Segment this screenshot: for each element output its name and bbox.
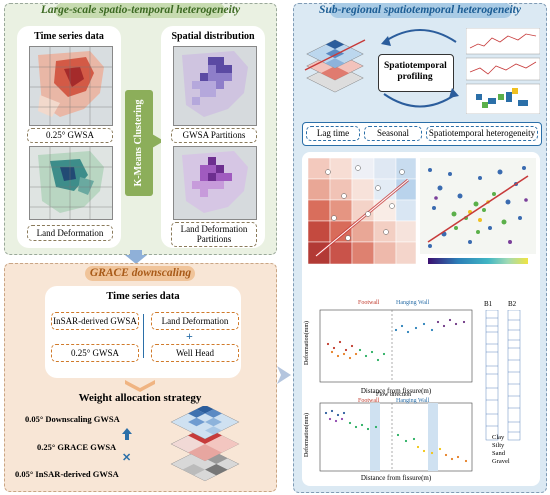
spatial-heading: Spatial distribution: [171, 31, 255, 42]
chevron-down-icon: [125, 380, 155, 392]
legend-gravel: Gravel: [492, 458, 510, 465]
sub-regional-panel: Sub-regional spatiotemporal heterogeneit…: [293, 3, 547, 493]
land-partitions-box: Land Deformation Partitions: [171, 222, 257, 247]
chart2-footwall: Footwall: [358, 398, 380, 404]
panel2-title: GRACE downscaling: [89, 267, 192, 279]
borehole-b1-label: B1: [484, 300, 493, 308]
layer-grace-label: 0.25° GRACE GWSA: [37, 442, 117, 452]
multiply-icon: ✕: [122, 452, 132, 464]
tag-seasonal: Seasonal: [364, 126, 422, 141]
deformation-profile-chart-2: [319, 402, 473, 472]
time-series-heading: Time series data: [34, 31, 104, 42]
gwsa-partitions-box: GWSA Partitions: [171, 128, 257, 143]
soil-legend: Clay Silty Sand Gravel: [482, 434, 534, 466]
profiling-box: [378, 54, 454, 92]
gwsa-map: [29, 46, 113, 126]
plus-icon: +: [186, 329, 193, 343]
profiling-label: Spatiotemporal profiling: [384, 61, 447, 82]
divider-bracket: [143, 314, 148, 358]
land-label-box: Land Deformation: [27, 225, 113, 241]
large-scale-panel: Large-scale spatio-temporal heterogeneit…: [4, 3, 277, 255]
weight-allocation-title: Weight allocation strategy: [78, 392, 202, 404]
tag-spatiotemporal-heterogeneity: Spatiotemporal heterogeneity: [426, 126, 538, 141]
chart1-xlabel: Distance from fissure(m): [360, 387, 432, 395]
panel1-title-pill: [55, 3, 225, 18]
arrow-right-icon: [277, 366, 291, 384]
tag-lag-time: Lag time: [306, 126, 360, 141]
layer-insar-label: 0.05° InSAR-derived GWSA: [15, 469, 119, 479]
chart1-ylabel: Deformation(mm): [304, 321, 310, 365]
cube-stack-graphic: [304, 39, 366, 93]
gwsa-box: 0.25° GWSA: [51, 344, 139, 362]
layer-downscaling-label: 0.05° Downscaling GWSA: [25, 414, 120, 424]
deformation-profile-chart-1: [319, 309, 473, 383]
arrow-down-icon: [125, 250, 147, 264]
layer-stack-graphic: [170, 406, 240, 482]
kmeans-bar: [125, 90, 153, 196]
downscaling-heading: Time series data: [106, 291, 180, 302]
chart2-xlabel: Distance from fissure(m): [360, 474, 432, 482]
chart1-hanging: Hanging Wall: [396, 300, 430, 306]
panel1-title: Large-scale spatio-temporal heterogeneit…: [40, 4, 241, 16]
gwsa-partition-map: [173, 46, 257, 126]
insar-gwsa-box: InSAR-derived GWSA: [51, 312, 139, 330]
grace-downscaling-panel: GRACE downscaling Time series data InSAR…: [4, 263, 277, 492]
panel3-title: Sub-regional spatiotemporal heterogeneit…: [319, 4, 521, 16]
legend-sand: Sand: [492, 450, 505, 457]
well-head-box: Well Head: [151, 344, 239, 362]
chart2-flow-direction: Flow direction: [376, 392, 412, 398]
kmeans-label: K-Means Clustering: [133, 99, 144, 187]
chart2-hanging: Hanging Wall: [396, 398, 430, 404]
grace-grid-map: [308, 158, 416, 264]
chart1-footwall: Footwall: [358, 300, 380, 306]
cycle-arrow-icon: [381, 29, 459, 108]
legend-silty: Silty: [492, 442, 505, 449]
borehole-b2-label: B2: [508, 300, 517, 308]
land-deformation-map: [29, 146, 113, 220]
insar-deformation-map: [420, 158, 536, 264]
arrow-right-icon: [152, 134, 164, 148]
gwsa-label-box: 0.25° GWSA: [27, 128, 113, 143]
arrow-up-icon: [122, 428, 132, 440]
chart2-ylabel: Deformation(mm): [304, 413, 310, 457]
mini-charts-graphic: [466, 28, 540, 114]
borehole-columns: [485, 310, 521, 441]
land-deformation-box: Land Deformation: [151, 312, 239, 330]
land-partition-map: [173, 146, 257, 220]
panel2-title-pill: [85, 266, 195, 281]
legend-clay: Clay: [492, 434, 505, 441]
panel3-title-pill: [330, 3, 512, 18]
